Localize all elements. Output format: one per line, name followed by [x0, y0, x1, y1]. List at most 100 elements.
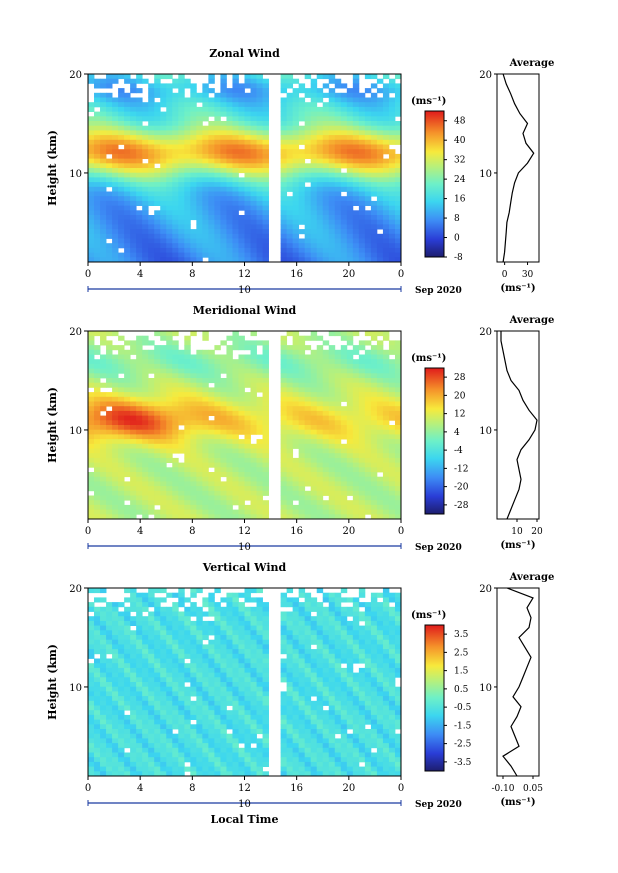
heatmap-cell: [256, 163, 263, 169]
heatmap-cell: [136, 606, 143, 612]
heatmap-cell: [226, 602, 233, 608]
heatmap-cell: [214, 434, 221, 440]
heatmap-cell: [184, 486, 191, 492]
heatmap-cell: [202, 467, 209, 473]
heatmap-cell: [142, 457, 149, 463]
heatmap-cell: [232, 738, 239, 744]
heatmap-cell: [160, 92, 167, 98]
heatmap-cell: [322, 163, 330, 169]
heatmap-cell: [382, 415, 390, 421]
heatmap-cell: [148, 382, 155, 388]
heatmap-cell: [148, 243, 155, 249]
heatmap-cell: [244, 710, 251, 716]
date-day-label: 10: [238, 285, 251, 296]
heatmap-cell: [124, 153, 131, 159]
heatmap-cell: [118, 733, 125, 739]
heatmap-cell: [394, 425, 402, 431]
heatmap-cell: [334, 373, 342, 379]
heatmap-cell: [382, 158, 390, 164]
heatmap-cell: [262, 224, 269, 230]
heatmap-cell: [310, 125, 318, 131]
heatmap-cell: [376, 78, 384, 84]
heatmap-cell: [244, 144, 251, 150]
heatmap-cell: [346, 373, 354, 379]
heatmap-cell: [298, 158, 306, 164]
heatmap-cell: [244, 196, 251, 202]
heatmap-cell: [226, 514, 233, 520]
heatmap-cell: [328, 149, 336, 155]
heatmap-cell: [226, 649, 233, 655]
heatmap-cell: [154, 761, 161, 767]
heatmap-cell: [196, 644, 203, 650]
heatmap-cell: [232, 443, 239, 449]
heatmap-cell: [394, 215, 402, 221]
heatmap-cell: [160, 158, 167, 164]
heatmap-cell: [310, 514, 318, 520]
heatmap-cell: [298, 410, 306, 416]
heatmap-cell: [220, 78, 227, 84]
heatmap-cell: [382, 331, 390, 337]
heatmap-cell: [190, 771, 197, 777]
heatmap-cell: [190, 714, 197, 720]
heatmap-cell: [214, 747, 221, 753]
heatmap-cell: [346, 443, 354, 449]
heatmap-cell: [376, 349, 384, 355]
heatmap-cell: [184, 625, 191, 631]
heatmap-cell: [88, 205, 95, 211]
heatmap-cell: [178, 252, 185, 258]
heatmap-cell: [154, 345, 161, 351]
heatmap-cell: [280, 467, 288, 473]
heatmap-cell: [94, 443, 101, 449]
heatmap-cell: [250, 205, 257, 211]
heatmap-cell: [112, 331, 119, 337]
heatmap-cell: [262, 229, 269, 235]
heatmap-cell: [316, 111, 324, 117]
heatmap-cell: [190, 97, 197, 103]
heatmap-cell: [310, 163, 318, 169]
heatmap-cell: [328, 130, 336, 136]
heatmap-cell: [340, 378, 348, 384]
heatmap-cell: [310, 191, 318, 197]
heatmap-cell: [94, 396, 101, 402]
heatmap-cell: [394, 457, 402, 463]
heatmap-cell: [178, 200, 185, 206]
heatmap-cell: [160, 700, 167, 706]
heatmap-cell: [202, 215, 209, 221]
heatmap-cell: [124, 401, 131, 407]
heatmap-cell: [202, 144, 209, 150]
heatmap-cell: [364, 439, 372, 445]
heatmap-cell: [100, 611, 107, 617]
heatmap-cell: [130, 592, 137, 598]
heatmap-cell: [256, 743, 263, 749]
heatmap-cell: [346, 368, 354, 374]
heatmap-cell: [94, 724, 101, 730]
heatmap-cell: [286, 476, 294, 482]
heatmap-cell: [364, 467, 372, 473]
heatmap-cell: [220, 106, 227, 112]
heatmap-cell: [214, 415, 221, 421]
heatmap-cell: [238, 696, 245, 702]
heatmap-cell: [88, 635, 95, 641]
heatmap-cell: [358, 514, 366, 520]
heatmap-cell: [250, 177, 257, 183]
heatmap-cell: [208, 500, 215, 506]
heatmap-cell: [250, 724, 257, 730]
heatmap-cell: [388, 200, 396, 206]
heatmap-cell: [190, 410, 197, 416]
heatmap-cell: [148, 121, 155, 127]
heatmap-cell: [304, 168, 312, 174]
heatmap-cell: [148, 509, 155, 515]
heatmap-cell: [394, 382, 402, 388]
heatmap-cell: [280, 149, 288, 155]
heatmap-cell: [220, 453, 227, 459]
heatmap-cell: [292, 504, 300, 510]
heatmap-cell: [196, 682, 203, 688]
heatmap-cell: [370, 514, 378, 520]
heatmap-cell: [166, 74, 173, 80]
heatmap-cell: [364, 191, 372, 197]
heatmap-cell: [118, 743, 125, 749]
heatmap-cell: [88, 382, 95, 388]
heatmap-cell: [262, 102, 269, 108]
heatmap-cell: [334, 363, 342, 369]
heatmap-cell: [166, 257, 173, 263]
